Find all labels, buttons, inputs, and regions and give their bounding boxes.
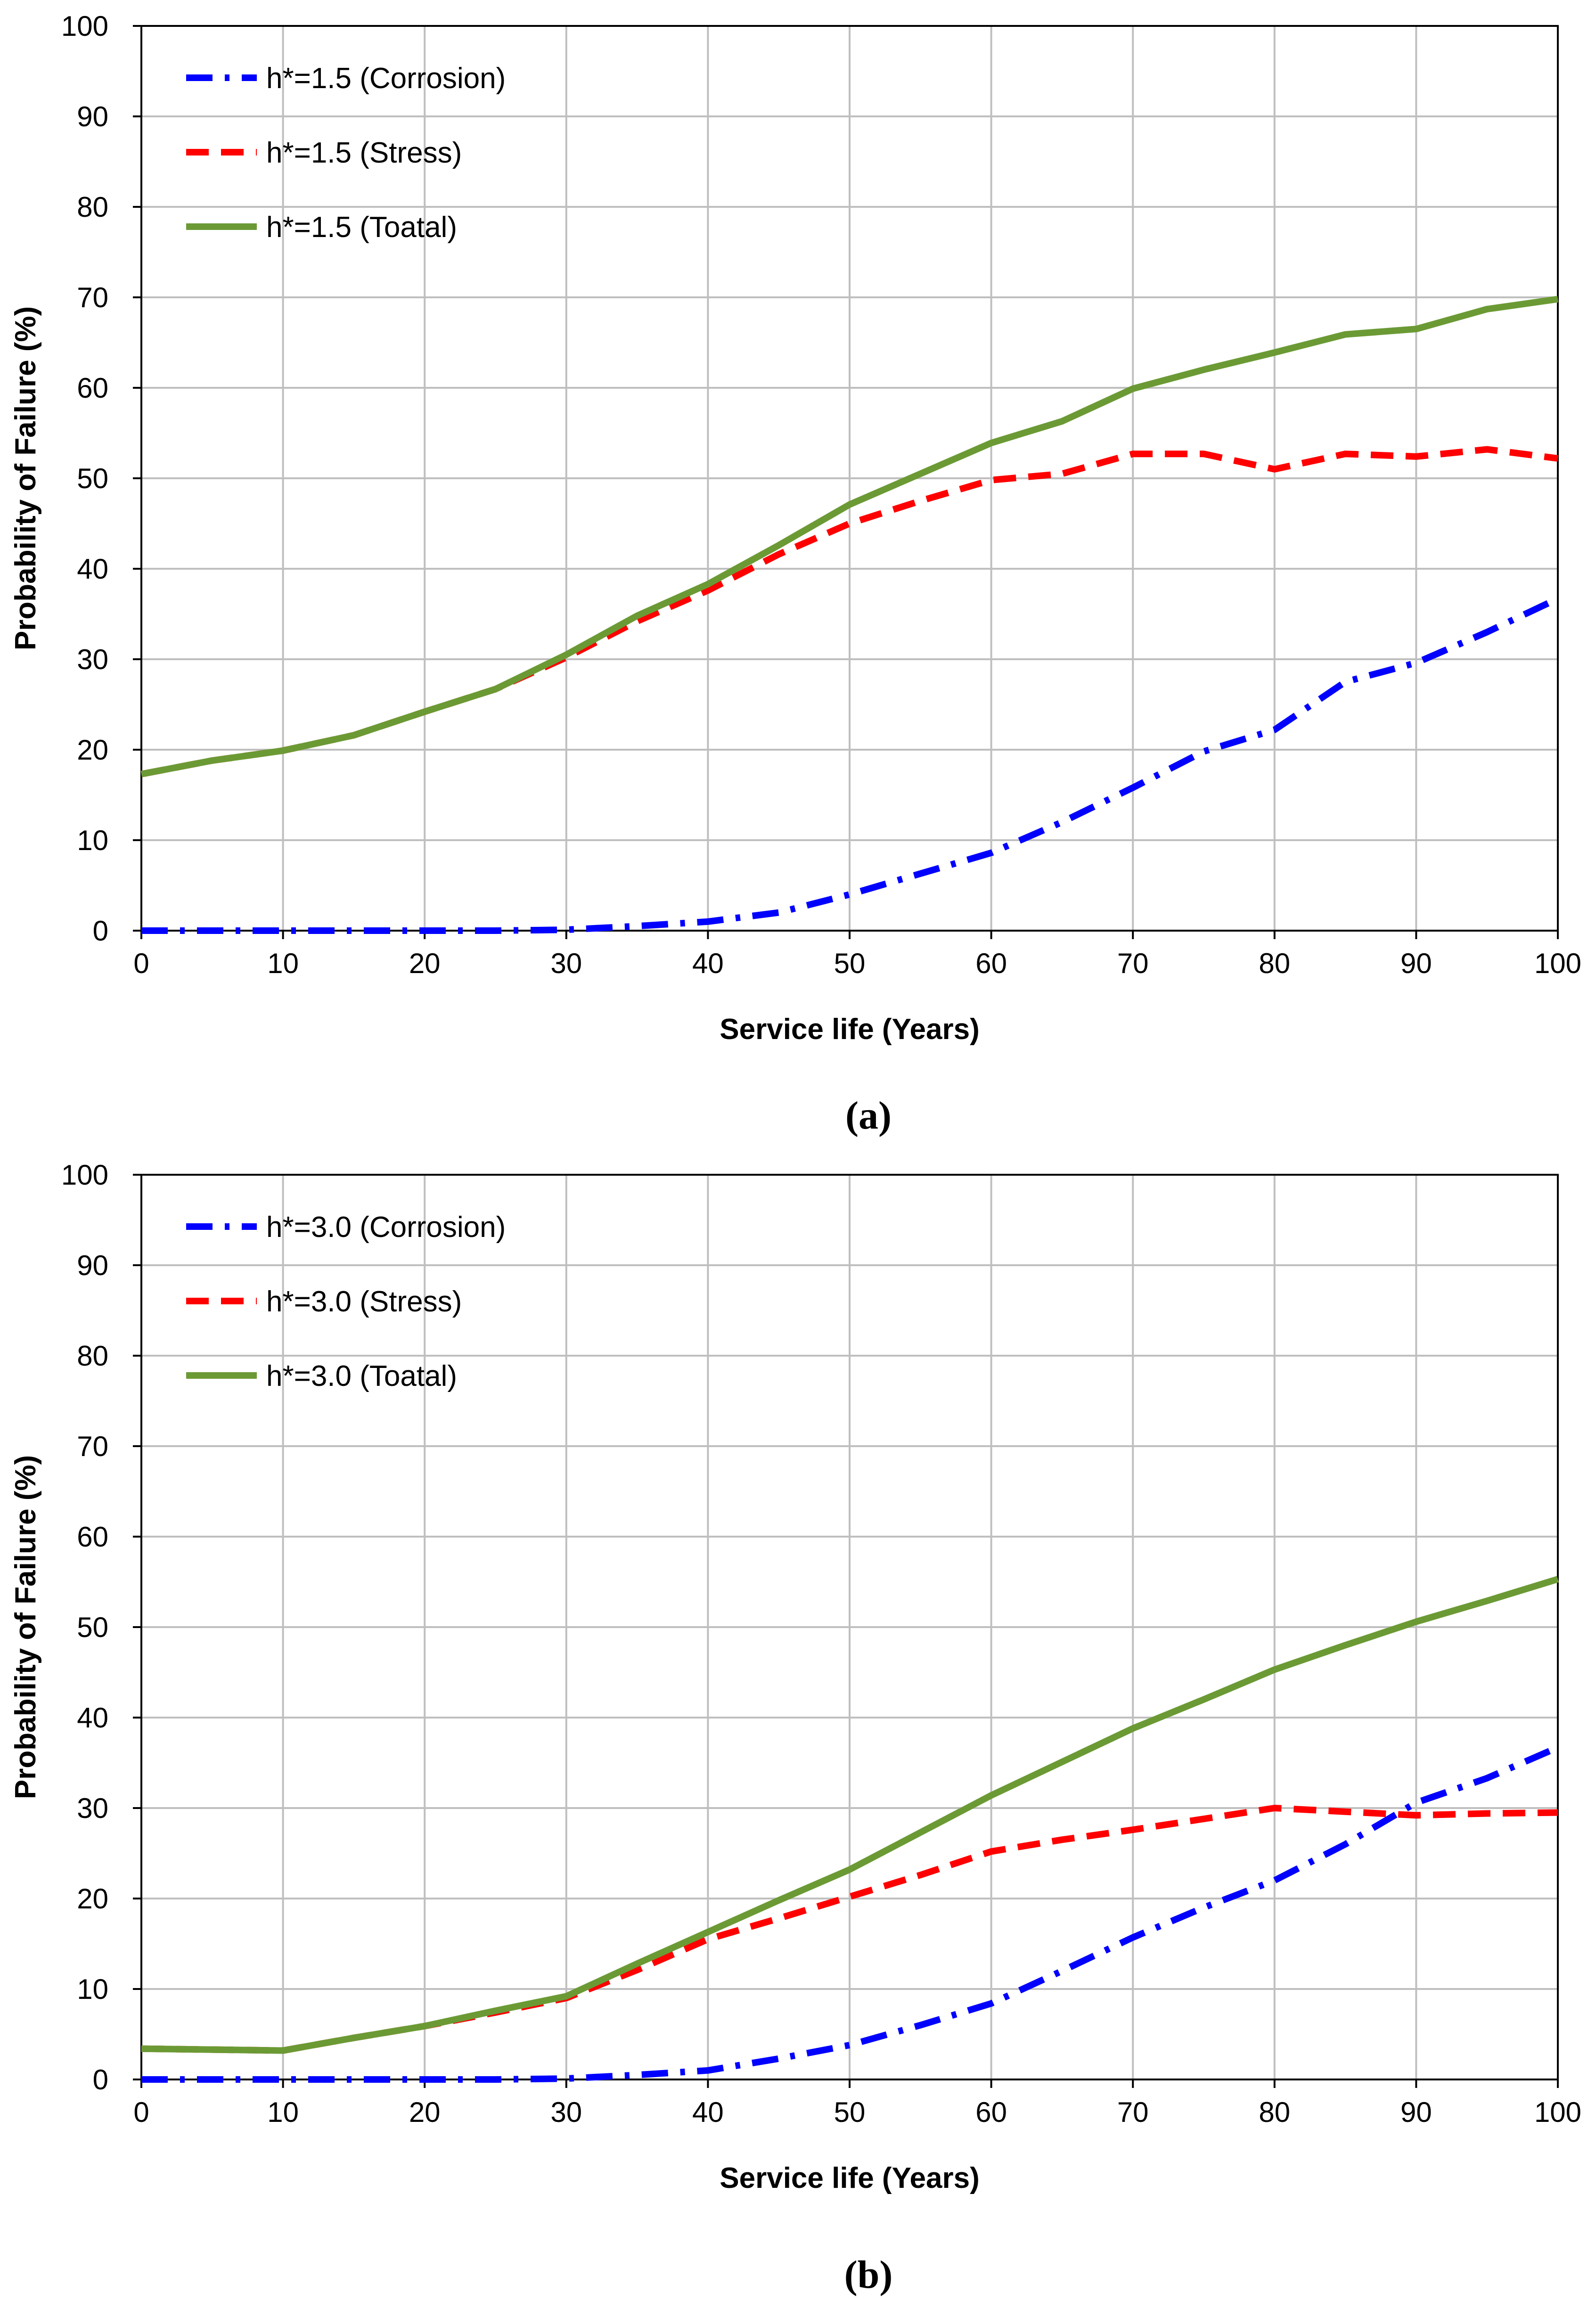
y-tick-label: 80 — [77, 1340, 108, 1372]
y-tick-label: 70 — [77, 282, 108, 313]
y-tick-label: 60 — [77, 1521, 108, 1553]
x-tick-label: 100 — [1534, 2096, 1581, 2128]
y-tick-label: 30 — [77, 644, 108, 675]
panel-caption: (b) — [844, 2253, 893, 2297]
x-tick-label: 0 — [133, 2096, 149, 2128]
series-line-solid — [140, 295, 1558, 778]
y-tick-label: 50 — [77, 1612, 108, 1643]
series-line-solid — [141, 1576, 1559, 2054]
panel-caption: (a) — [845, 1094, 892, 1138]
y-tick-label: 20 — [77, 734, 108, 766]
y-tick-label: 90 — [77, 101, 108, 132]
y-tick-label: 10 — [77, 1973, 108, 2005]
x-tick-label: 20 — [409, 2096, 441, 2128]
y-tick-label: 0 — [93, 2064, 108, 2095]
y-axis-title: Probability of Failure (%) — [9, 1455, 42, 1799]
x-tick-label: 30 — [550, 948, 582, 979]
x-tick-label: 90 — [1400, 948, 1432, 979]
x-tick-label: 40 — [692, 2096, 724, 2128]
x-tick-label: 90 — [1400, 2096, 1432, 2128]
y-tick-label: 20 — [77, 1883, 108, 1915]
x-tick-label: 40 — [692, 948, 724, 979]
x-tick-label: 100 — [1534, 948, 1581, 979]
legend-label: h*=1.5 (Toatal) — [266, 211, 457, 244]
x-tick-label: 70 — [1117, 2096, 1149, 2128]
x-tick-label: 80 — [1259, 948, 1290, 979]
x-tick-label: 0 — [133, 948, 149, 979]
y-tick-label: 100 — [61, 10, 108, 42]
series-line-dash-dot — [141, 1744, 1559, 2083]
x-tick-label: 60 — [975, 2096, 1007, 2128]
legend-label: h*=3.0 (Corrosion) — [266, 1211, 506, 1244]
x-axis-title: Service life (Years) — [720, 1013, 979, 1046]
y-tick-label: 30 — [77, 1793, 108, 1824]
y-tick-label: 50 — [77, 463, 108, 494]
y-tick-label: 90 — [77, 1250, 108, 1281]
chart-a: 0 10 20 30 40 50 60 70 80 90 100 0 10 20 30 40 50 60 70 80 9… — [9, 10, 1581, 1138]
legend-label: h*=3.0 (Stress) — [266, 1285, 462, 1318]
y-tick-label: 40 — [77, 553, 108, 585]
chart-b: 0 10 20 30 40 50 60 70 80 90 100 0 10 20 30 40 50 60 70 80 9… — [9, 1159, 1581, 2297]
x-tick-label: 80 — [1259, 2096, 1290, 2128]
y-axis-title: Probability of Failure (%) — [9, 306, 42, 650]
y-tick-label: 80 — [77, 191, 108, 223]
y-tick-label: 0 — [93, 915, 108, 947]
x-tick-label: 30 — [550, 2096, 582, 2128]
x-tick-label: 10 — [267, 2096, 299, 2128]
x-tick-label: 10 — [267, 948, 299, 979]
x-axis-title: Service life (Years) — [720, 2162, 979, 2194]
legend-label: h*=1.5 (Stress) — [266, 137, 462, 169]
y-tick-label: 10 — [77, 825, 108, 856]
series-line-dash — [140, 446, 1558, 778]
y-tick-label: 70 — [77, 1431, 108, 1462]
x-tick-label: 50 — [834, 948, 866, 979]
y-tick-label: 60 — [77, 372, 108, 404]
series-line-dash-dot — [141, 596, 1559, 934]
x-tick-label: 60 — [975, 948, 1007, 979]
y-tick-label: 40 — [77, 1702, 108, 1734]
x-tick-label: 70 — [1117, 948, 1149, 979]
x-tick-label: 50 — [834, 2096, 866, 2128]
y-tick-label: 100 — [61, 1159, 108, 1191]
legend-label: h*=1.5 (Corrosion) — [266, 62, 506, 95]
legend-label: h*=3.0 (Toatal) — [266, 1360, 457, 1392]
x-tick-label: 20 — [409, 948, 441, 979]
